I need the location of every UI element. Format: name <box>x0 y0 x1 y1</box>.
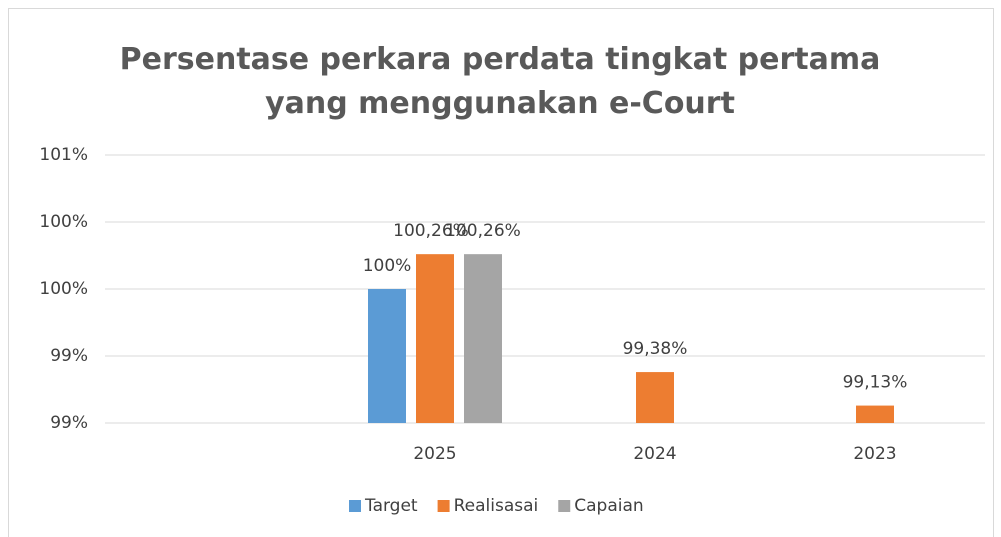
data-label: 100% <box>363 256 412 276</box>
chart-title: Persentase perkara perdata tingkat perta… <box>119 42 881 121</box>
x-tick-label: 2024 <box>633 444 676 464</box>
data-label: 99,13% <box>843 373 908 393</box>
x-tick-label: 2023 <box>853 444 896 464</box>
legend-label: Realisasai <box>454 496 539 516</box>
y-tick-label: 101% <box>39 145 88 165</box>
bar <box>464 254 502 423</box>
chart-border <box>8 8 994 537</box>
data-label: 99,38% <box>623 339 688 359</box>
x-tick-label: 2025 <box>413 444 456 464</box>
y-tick-label: 100% <box>39 212 88 232</box>
bar <box>636 372 674 423</box>
bar <box>368 289 406 423</box>
legend-swatch <box>437 500 450 512</box>
data-label: 100,26% <box>445 221 521 241</box>
bar <box>856 405 894 423</box>
y-tick-label: 100% <box>39 279 88 299</box>
y-tick-label: 99% <box>50 346 88 366</box>
legend-swatch <box>558 500 571 512</box>
legend-label: Capaian <box>574 496 643 516</box>
legend-swatch <box>349 500 361 512</box>
data-label: 100,26% <box>393 221 469 241</box>
bar <box>416 254 454 423</box>
legend-label: Target <box>364 496 418 516</box>
y-tick-label: 99% <box>50 413 88 433</box>
